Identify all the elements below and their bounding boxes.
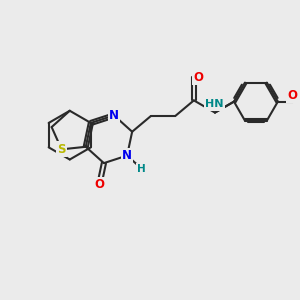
Text: N: N [109,109,119,122]
Text: H: H [137,164,146,174]
Text: O: O [94,178,104,191]
Text: N: N [122,149,132,162]
Text: O: O [193,71,203,84]
Text: O: O [288,88,298,102]
Text: S: S [57,143,66,156]
Text: HN: HN [205,99,224,109]
